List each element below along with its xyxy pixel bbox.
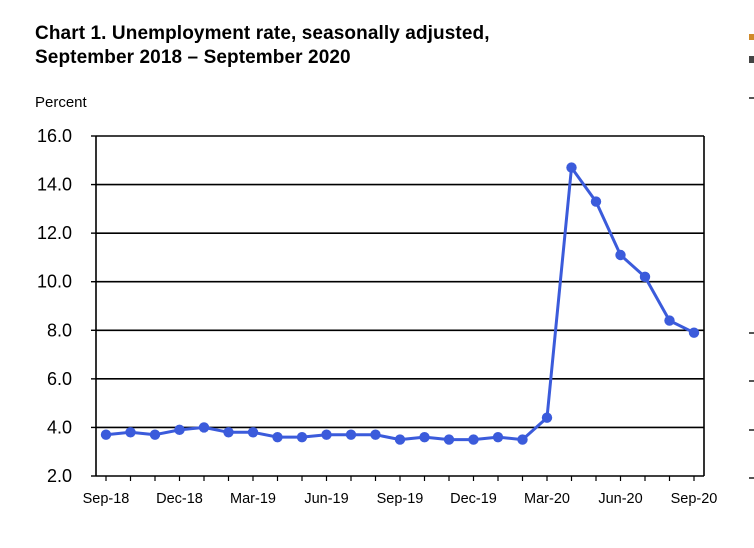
neighbor-chart-fragment <box>749 34 754 40</box>
data-point <box>517 434 528 445</box>
data-point <box>590 196 602 207</box>
data-point <box>492 431 504 443</box>
x-tick-labels: Sep-18 Dec-18 Mar-19 Jun-19 Sep-19 Dec-19 Mar-… <box>83 491 718 507</box>
data-point <box>639 271 651 283</box>
y-tick-label: 16.0 <box>37 126 72 146</box>
data-point <box>615 249 626 261</box>
x-tick-label: Dec-19 <box>450 491 497 507</box>
data-point <box>345 429 357 440</box>
x-tick-label: Mar-20 <box>524 491 570 507</box>
x-tick-label: Mar-19 <box>230 491 276 507</box>
data-point <box>394 434 406 445</box>
data-point <box>321 429 332 440</box>
x-tick-label: Jun-20 <box>598 491 642 507</box>
x-tick-label: Sep-18 <box>83 491 130 507</box>
data-point <box>174 424 185 436</box>
y-tick-label: 6.0 <box>47 369 72 389</box>
neighbor-chart-fragment <box>749 97 754 99</box>
chart-subtitle: September 2018 – September 2020 <box>35 47 351 68</box>
y-tick-label: 12.0 <box>37 223 72 243</box>
neighbor-chart-fragment <box>749 477 754 479</box>
data-point <box>100 429 112 440</box>
neighbor-chart-fragment <box>749 332 754 334</box>
data-point <box>566 162 577 173</box>
data-point <box>688 327 700 338</box>
chart-title: Chart 1. Unemployment rate, seasonally a… <box>35 23 490 44</box>
data-point <box>541 412 553 423</box>
y-tick-labels: 2.0 4.0 6.0 8.0 10.0 12.0 14.0 16.0 <box>37 126 72 486</box>
y-axis-unit-label: Percent <box>35 94 87 111</box>
data-point <box>149 429 161 440</box>
y-tick-label: 4.0 <box>47 417 72 437</box>
series-line <box>105 166 695 442</box>
y-tick-label: 8.0 <box>47 320 72 340</box>
y-tick-label: 10.0 <box>37 272 72 292</box>
x-tick-label: Sep-19 <box>377 491 424 507</box>
x-tick-label: Sep-20 <box>671 491 718 507</box>
neighbor-chart-fragment <box>749 429 754 431</box>
neighbor-chart-fragment <box>749 380 754 382</box>
data-point <box>370 429 381 440</box>
series-layer <box>100 162 700 445</box>
data-point <box>296 431 308 443</box>
data-point <box>247 427 259 438</box>
data-point <box>125 427 136 438</box>
data-point <box>419 431 430 443</box>
x-tick-label: Dec-18 <box>156 491 203 507</box>
gridlines <box>91 135 705 481</box>
data-point <box>468 434 479 445</box>
chart-title-block: Chart 1. Unemployment rate, seasonally a… <box>35 22 490 70</box>
neighbor-chart-fragment <box>749 56 754 63</box>
data-point <box>664 315 675 326</box>
y-tick-label: 2.0 <box>47 466 72 486</box>
x-tick-label: Jun-19 <box>304 491 348 507</box>
data-point <box>272 431 283 443</box>
y-tick-label: 14.0 <box>37 175 72 195</box>
data-point <box>443 434 455 445</box>
data-point <box>198 422 210 433</box>
data-point <box>223 427 234 438</box>
